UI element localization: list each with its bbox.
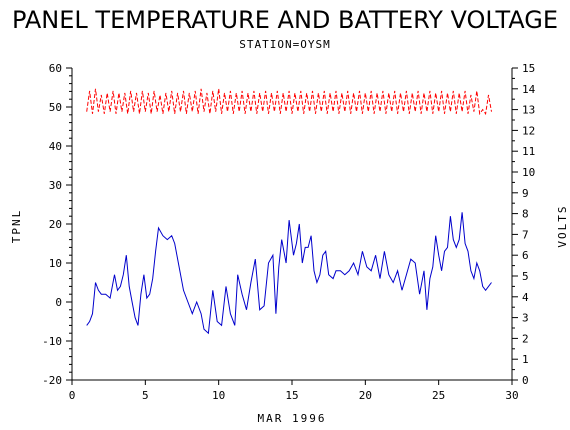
y-axis-left-label: TPNL [10,209,23,244]
x-tick-label: 0 [69,389,76,402]
y-right-tick-label: 8 [522,208,529,221]
y-left-tick-label: -10 [42,335,62,348]
x-ticks: 0 5 10 15 20 25 30 [69,380,519,402]
y-right-tick-label: 6 [522,249,529,262]
y-right-tick-label: 5 [522,270,529,283]
y-right-tick-label: 7 [522,228,529,241]
y-left-tick-label: 60 [49,62,62,75]
y-right-tick-label: 9 [522,187,529,200]
y-right-tick-label: 10 [522,166,535,179]
x-tick-label: 10 [212,389,225,402]
y-right-tick-label: 4 [522,291,529,304]
x-tick-label: 20 [359,389,372,402]
y-right-tick-label: 1 [522,353,529,366]
y-left-tick-label: 20 [49,218,62,231]
y-right-tick-label: 3 [522,312,529,325]
x-tick-label: 15 [285,389,298,402]
chart-title: PANEL TEMPERATURE AND BATTERY VOLTAGE [12,6,558,34]
y-left-tick-label: -20 [42,374,62,387]
y-right-tick-label: 15 [522,62,535,75]
panel-temperature-line [86,212,492,335]
x-axis-label: MAR 1996 [258,412,327,425]
y-right-tick-label: 13 [522,104,535,117]
series-layer [86,88,492,335]
x-tick-label: 5 [142,389,149,402]
y-right-tick-label: 14 [522,83,536,96]
y-left-tick-label: 10 [49,257,62,270]
y-axis-right-label: VOLTS [556,204,569,247]
battery-voltage-line [86,88,492,116]
y-left-tick-label: 40 [49,140,62,153]
x-tick-label: 30 [505,389,518,402]
y-left-tick-label: 50 [49,101,62,114]
y-left-tick-label: 0 [55,296,62,309]
y-left-tick-label: 30 [49,179,62,192]
y-right-tick-label: 12 [522,124,535,137]
x-tick-label: 25 [432,389,445,402]
y-right-tick-label: 0 [522,374,529,387]
chart-subtitle: STATION=OYSM [239,38,330,51]
y-right-tick-label: 11 [522,145,535,158]
y-left-ticks: -20 -10 0 10 20 30 40 50 60 [42,62,72,387]
y-right-tick-label: 2 [522,332,529,345]
